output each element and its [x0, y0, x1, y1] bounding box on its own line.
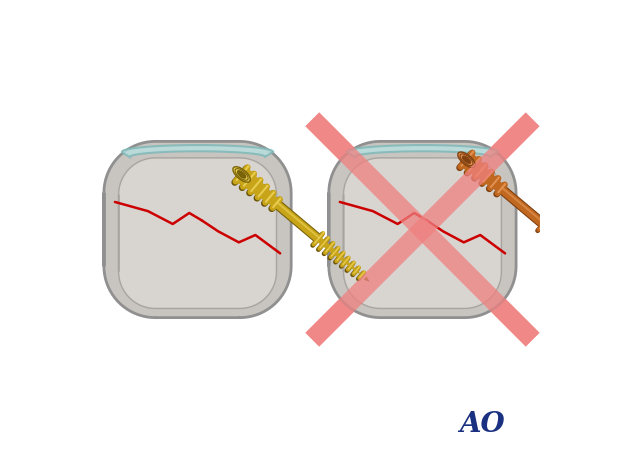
Ellipse shape: [237, 171, 246, 178]
Polygon shape: [104, 141, 291, 318]
Polygon shape: [461, 153, 504, 192]
Polygon shape: [365, 277, 369, 281]
Polygon shape: [236, 168, 279, 207]
Polygon shape: [343, 158, 502, 308]
Polygon shape: [541, 222, 585, 259]
Polygon shape: [316, 236, 360, 274]
Text: AO: AO: [459, 411, 505, 438]
Polygon shape: [118, 158, 277, 308]
Polygon shape: [329, 141, 516, 318]
Ellipse shape: [462, 156, 471, 163]
Polygon shape: [498, 185, 546, 228]
Polygon shape: [122, 145, 273, 157]
Polygon shape: [273, 200, 321, 242]
Ellipse shape: [458, 152, 475, 168]
Polygon shape: [589, 263, 594, 267]
Polygon shape: [347, 145, 498, 157]
Ellipse shape: [233, 167, 250, 182]
